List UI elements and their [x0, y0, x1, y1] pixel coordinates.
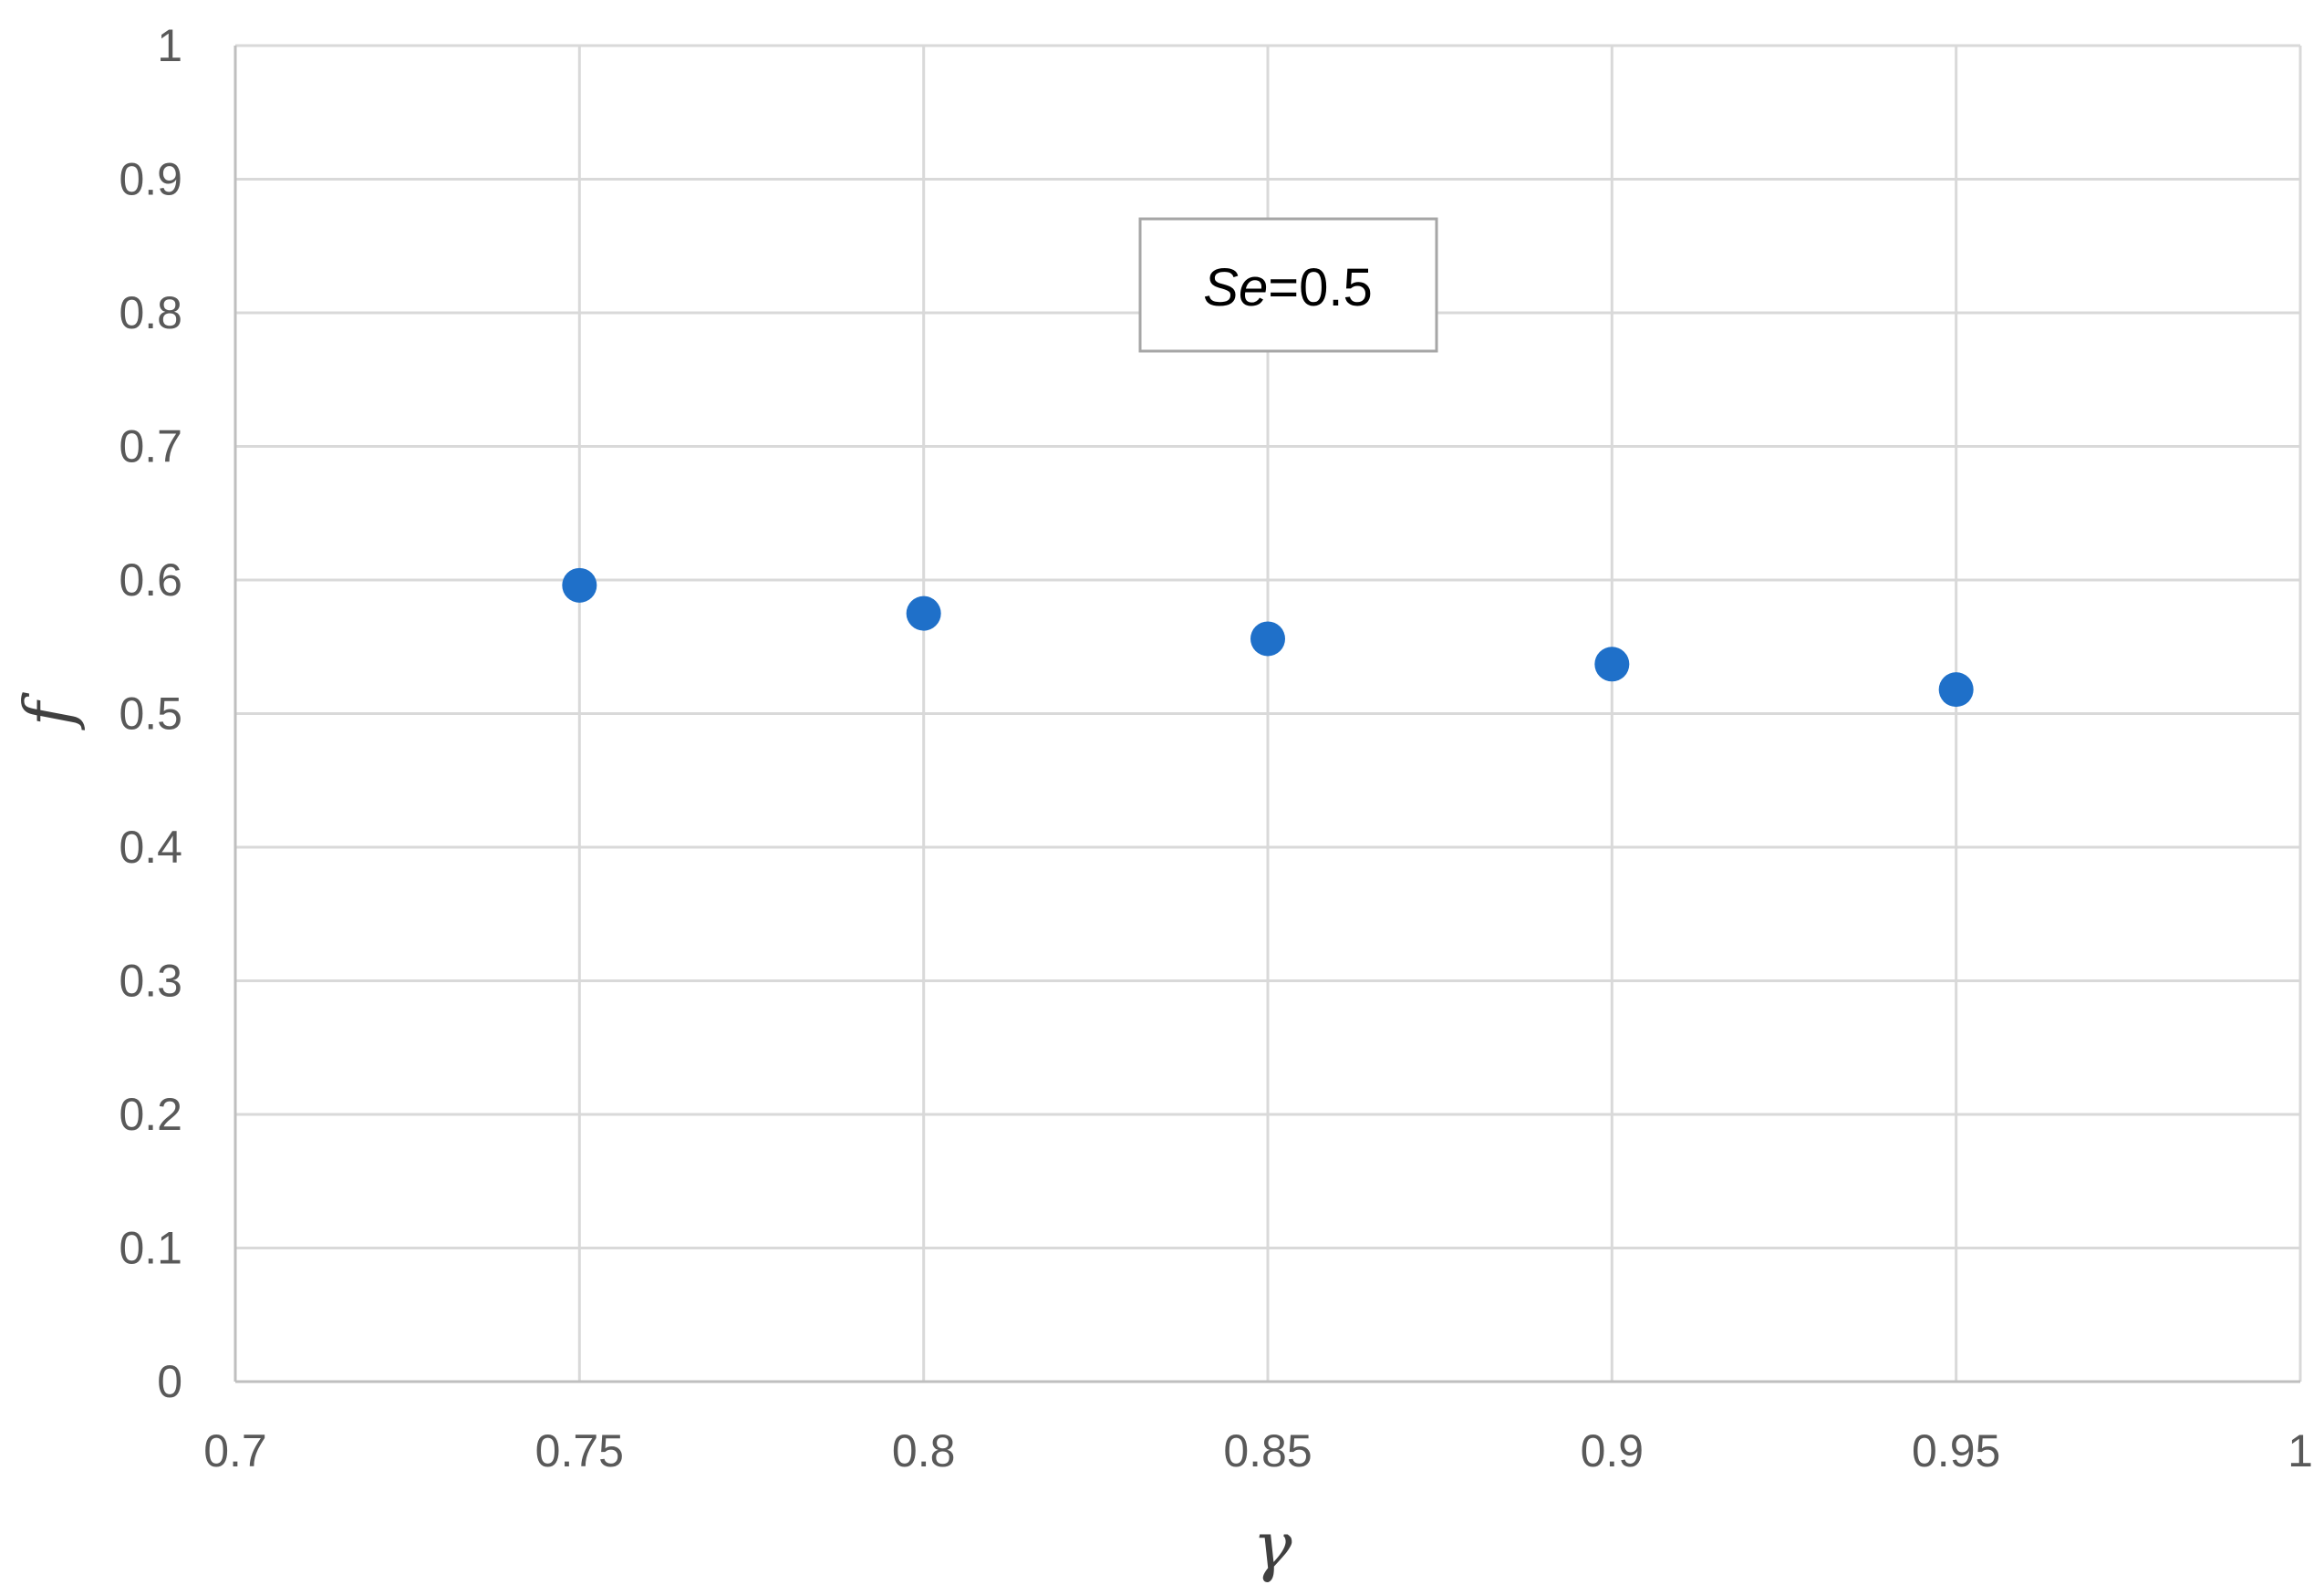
data-point — [1250, 621, 1285, 657]
x-tick-labels: 0.7 0.75 0.8 0.85 0.9 0.95 1 — [203, 1425, 2313, 1476]
x-tick-label: 0.85 — [1223, 1425, 1312, 1476]
data-point — [1594, 647, 1630, 682]
y-tick-label: 0.2 — [119, 1089, 182, 1140]
y-tick-label: 0.8 — [119, 287, 182, 338]
x-tick-label: 0.95 — [1912, 1425, 2000, 1476]
data-points — [562, 567, 1974, 708]
data-point — [562, 567, 597, 603]
x-tick-label: 0.7 — [203, 1425, 267, 1476]
x-tick-label: 0.8 — [892, 1425, 956, 1476]
y-axis-title: f — [10, 691, 87, 730]
y-tick-labels: 0 0.1 0.2 0.3 0.4 0.5 0.6 0.7 0.8 0.9 1 — [119, 20, 182, 1407]
y-tick-label: 1 — [157, 20, 182, 71]
x-tick-label: 0.9 — [1581, 1425, 1644, 1476]
annotation-value: =0.5 — [1268, 258, 1373, 317]
y-tick-label: 0.6 — [119, 554, 182, 606]
axes — [233, 46, 2300, 1383]
y-tick-label: 0.9 — [119, 154, 182, 205]
y-tick-label: 0.4 — [119, 822, 182, 873]
y-tick-label: 0.7 — [119, 421, 182, 472]
data-point — [906, 596, 941, 631]
data-point — [1938, 672, 1974, 708]
annotation-box: Se=0.5 — [1138, 217, 1438, 353]
x-tick-label: 0.75 — [535, 1425, 624, 1476]
annotation-label: Se=0.5 — [1203, 258, 1372, 317]
y-tick-label: 0.5 — [119, 689, 182, 740]
y-tick-label: 0.1 — [119, 1223, 182, 1274]
y-tick-label: 0.3 — [119, 956, 182, 1007]
x-axis-title: γ — [1252, 1507, 1292, 1584]
y-tick-label: 0 — [157, 1356, 182, 1407]
x-tick-label: 1 — [2288, 1425, 2313, 1476]
annotation-var: Se — [1203, 258, 1268, 317]
